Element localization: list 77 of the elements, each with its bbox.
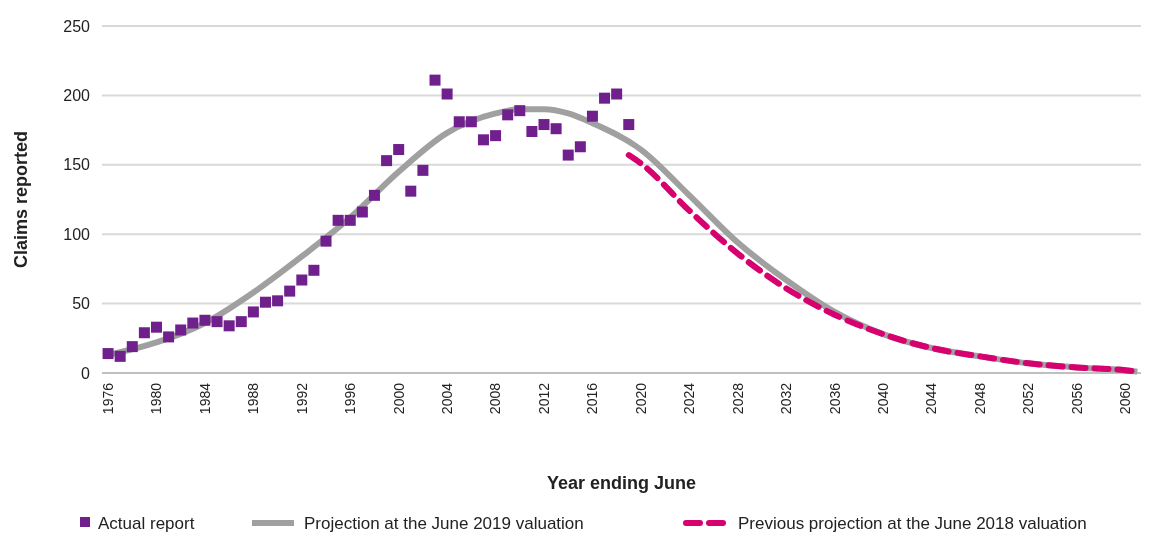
y-axis-title: Claims reported [11,130,31,269]
point [235,316,247,328]
point [320,235,332,247]
x-tick-label: 2012 [535,382,552,415]
point [247,306,259,318]
x-axis-title: Year ending June [546,473,697,493]
point [538,119,550,131]
point [599,92,611,104]
point [429,74,441,86]
point [356,206,368,218]
y-tick-label: 200 [63,87,91,104]
point [150,321,162,333]
point [393,144,405,156]
x-tick-label: 2052 [1020,382,1037,415]
point [381,155,393,167]
point [114,350,126,362]
y-tick-label: 150 [63,156,91,174]
point [223,320,235,332]
x-tick-label: 2004 [439,382,456,415]
x-tick-label: 2020 [632,382,649,415]
legend-label: Projection at the June 2019 valuation [304,513,584,533]
point [199,314,211,326]
x-tick-label: 1988 [245,382,262,415]
point [586,110,598,122]
x-tick-label: 2000 [390,382,407,415]
x-tick-label: 2040 [874,382,891,415]
point [611,88,623,100]
point [502,109,514,121]
x-tick-label: 1996 [342,382,359,415]
point [514,105,526,117]
y-tick-label: 250 [63,17,91,35]
x-tick-label: 2028 [729,382,746,415]
x-tick-label: 1976 [99,382,116,415]
point [465,116,477,128]
point [332,214,344,226]
point [405,185,417,197]
point [477,134,489,146]
point [623,119,635,131]
y-tick-label: 50 [72,295,91,313]
x-tick-label: 2024 [681,382,698,415]
y-tick-label: 100 [63,225,91,243]
y-tick-label: 0 [81,364,91,382]
point [175,324,187,336]
x-tick-label: 2016 [584,382,601,415]
point [490,130,502,142]
point [259,296,271,308]
legend-label: Previous projection at the June 2018 valuation [738,513,1087,533]
x-tick-label: 2048 [971,382,988,415]
point [187,317,199,329]
point [574,141,586,153]
x-tick-label: 2032 [778,382,795,415]
point [308,264,320,276]
point [102,348,114,360]
point [126,341,138,353]
point [296,274,308,286]
x-tick-label: 2044 [923,382,940,415]
point [550,123,562,135]
point [441,88,453,100]
x-tick-label: 2036 [826,382,843,415]
x-tick-label: 2056 [1068,382,1085,415]
point [138,327,150,339]
point [163,331,175,343]
point [272,295,284,307]
point [368,189,380,201]
point [284,285,296,297]
x-tick-label: 1992 [293,382,310,415]
legend-label: Actual report [98,513,195,533]
point [211,316,223,328]
point [526,125,538,137]
x-tick-label: 1984 [196,382,213,415]
point [344,214,356,226]
point [453,116,465,128]
x-tick-label: 1980 [148,382,165,415]
point [562,149,574,161]
point [417,164,429,176]
x-tick-label: 2008 [487,382,504,415]
x-tick-label: 2060 [1117,382,1134,415]
